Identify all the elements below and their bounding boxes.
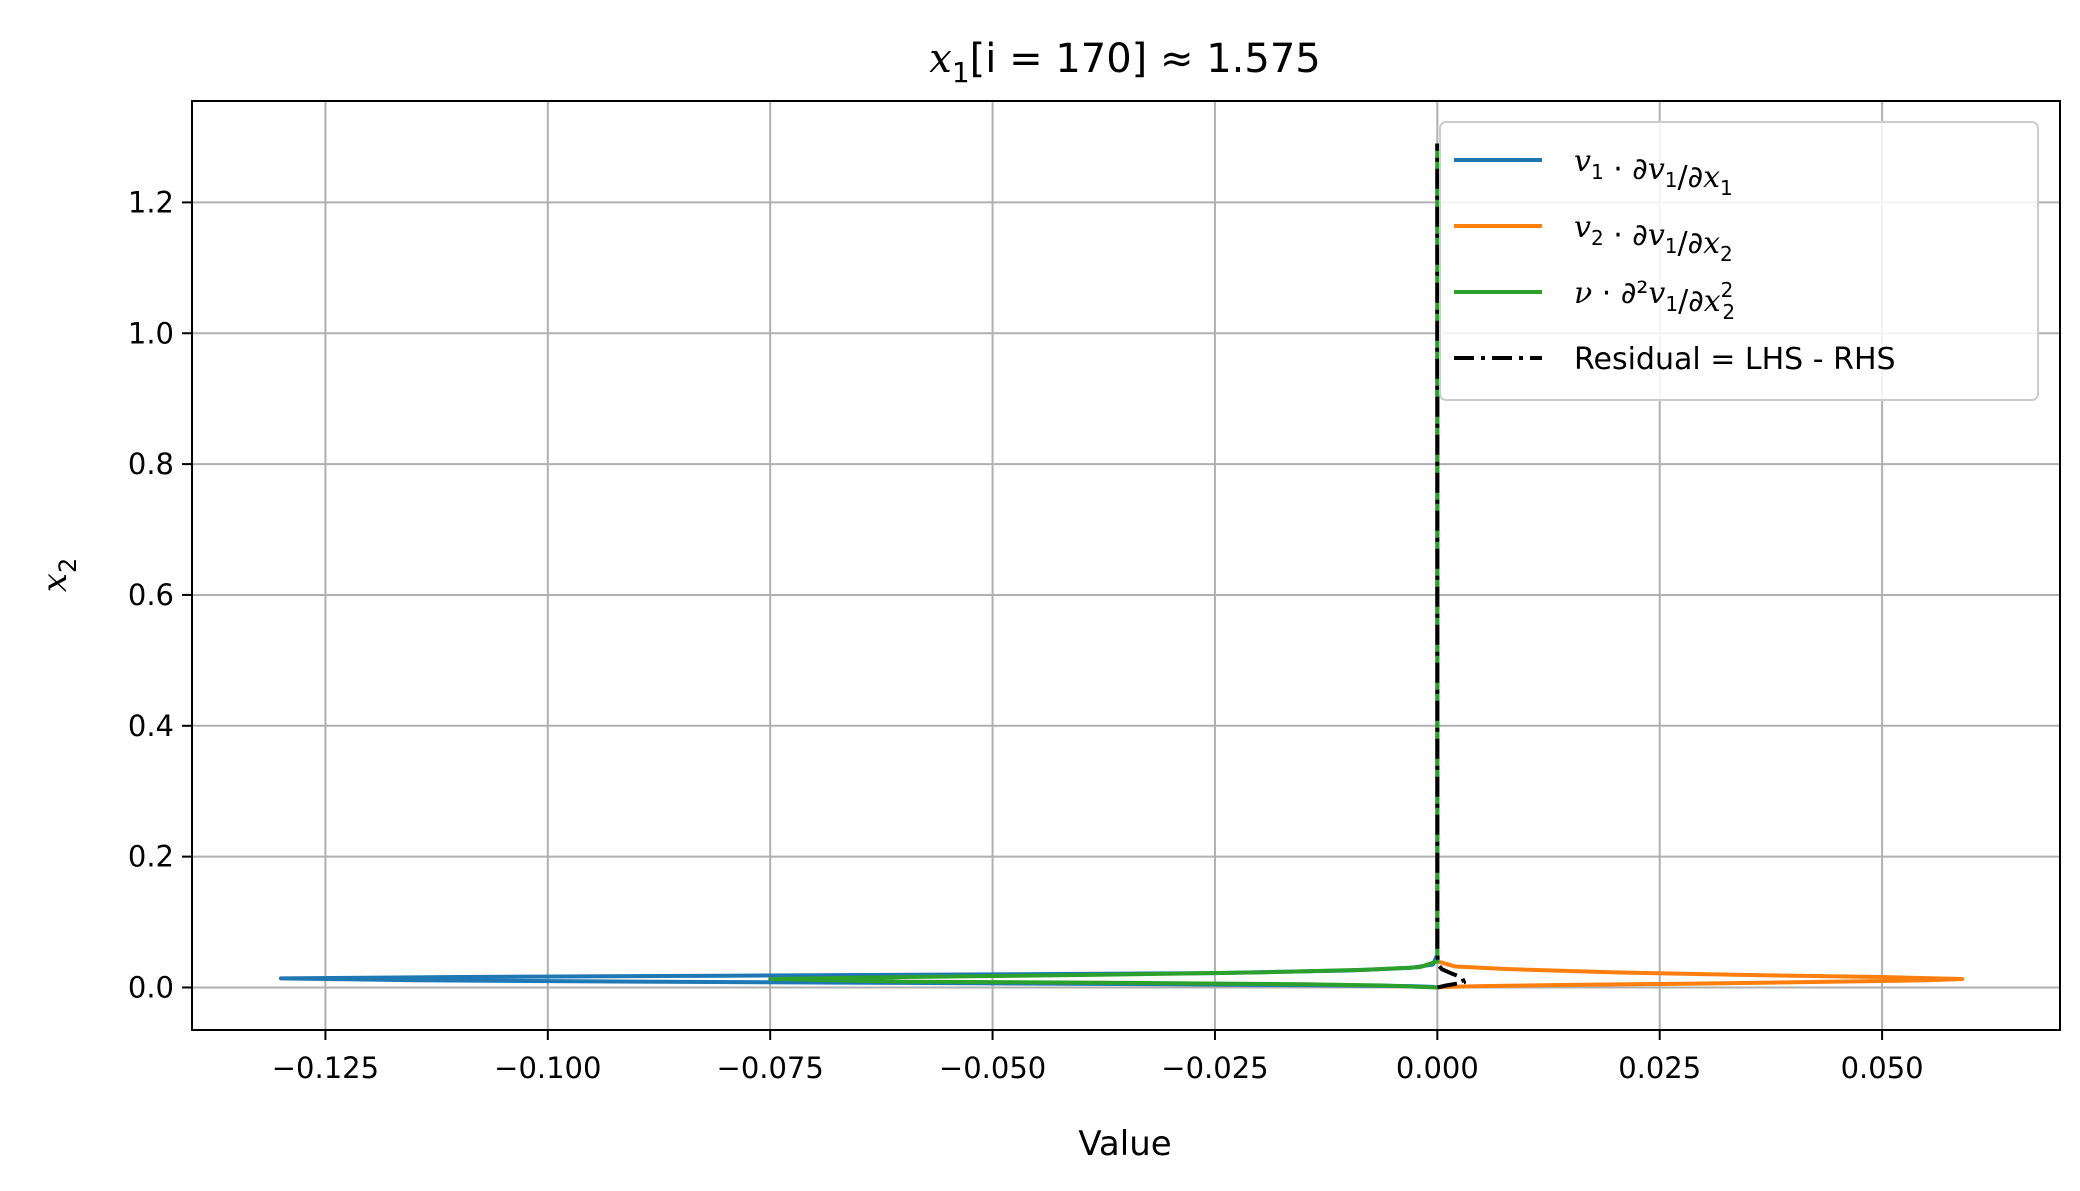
x-tick-label: 0.025	[1618, 1051, 1701, 1085]
legend-label: v1 · ∂v1/∂x1	[1574, 144, 1733, 200]
series-line	[1435, 143, 1467, 990]
series-line	[278, 143, 1440, 990]
x-tick-label: −0.050	[939, 1051, 1046, 1085]
chart-title: x1[i = 170] ≈ 1.575	[929, 36, 1320, 89]
legend-label: v2 · ∂v1/∂x2	[1574, 210, 1733, 266]
x-tick-label: −0.075	[717, 1051, 824, 1085]
series-line	[768, 143, 1440, 990]
legend-box	[1439, 121, 2039, 401]
y-tick-label: 0.4	[128, 709, 174, 743]
y-tick-label: 0.0	[128, 970, 174, 1004]
y-tick-label: 0.6	[128, 578, 174, 612]
series-line	[1435, 143, 1965, 990]
y-tick-label: 1.0	[128, 316, 174, 350]
legend-label: ν · ∂²v1/∂x2 2	[1574, 276, 1735, 324]
legend-label: Residual = LHS - RHS	[1574, 342, 1896, 377]
x-tick-label: −0.100	[494, 1051, 601, 1085]
x-tick-label: −0.125	[272, 1051, 379, 1085]
y-tick-label: 1.2	[128, 185, 174, 219]
x-tick-label: 0.000	[1396, 1051, 1479, 1085]
y-tick-label: 0.8	[128, 447, 174, 481]
legend: v1 · ∂v1/∂x1 v2 · ∂v1/∂x2 ν · ∂²v1/∂x2 2 Res…	[1439, 121, 2039, 401]
axis-ticks: −0.125 −0.100 −0.075 −0.050 −0.025 0.000 0.025…	[128, 185, 1924, 1085]
y-axis-label: x2	[35, 558, 82, 592]
x-axis-label: Value	[1078, 1124, 1171, 1164]
series-lines	[278, 143, 1965, 990]
plot-frame	[191, 100, 2061, 1031]
y-tick-label: 0.2	[128, 840, 174, 874]
x-tick-label: 0.050	[1841, 1051, 1924, 1085]
x-tick-label: −0.025	[1161, 1051, 1268, 1085]
